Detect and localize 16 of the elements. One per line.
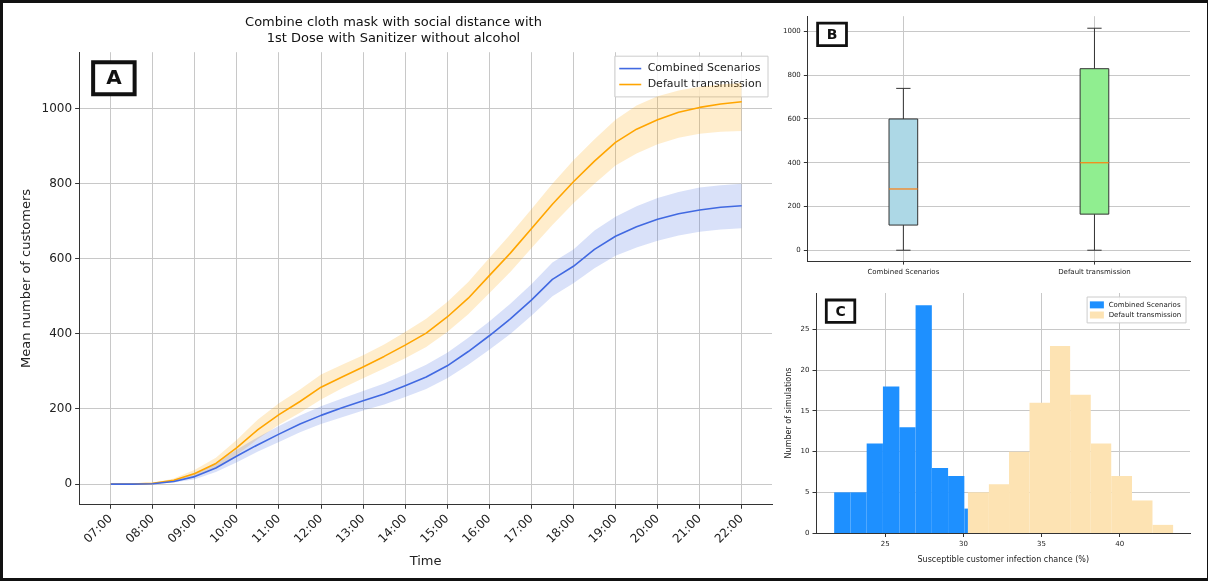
legend-label: Default transmission [647,77,762,91]
annotation: C [835,302,846,319]
y-tick-label: 600 [49,250,73,265]
y-tick-label: 1000 [41,100,73,115]
annotation: A [106,65,123,90]
chart-title: Combine cloth mask with social distance with 1st Dose with Sanitizer without alcohol [245,14,542,45]
x-axis-title: Susceptible customer infection chance (%) [917,555,1089,565]
y-axis-title: Mean number of customers [18,188,34,369]
x-axis-title: Time [408,552,442,568]
y-tick-label: 200 [49,401,73,416]
annotation: B [826,26,838,43]
y-tick-label: 400 [49,326,73,340]
y-tick-label: 0 [64,476,73,491]
legend-label: Combined Scenarios [647,61,761,75]
y-axis-title: Number of simulations [783,367,793,459]
y-tick-label: 800 [49,175,73,190]
